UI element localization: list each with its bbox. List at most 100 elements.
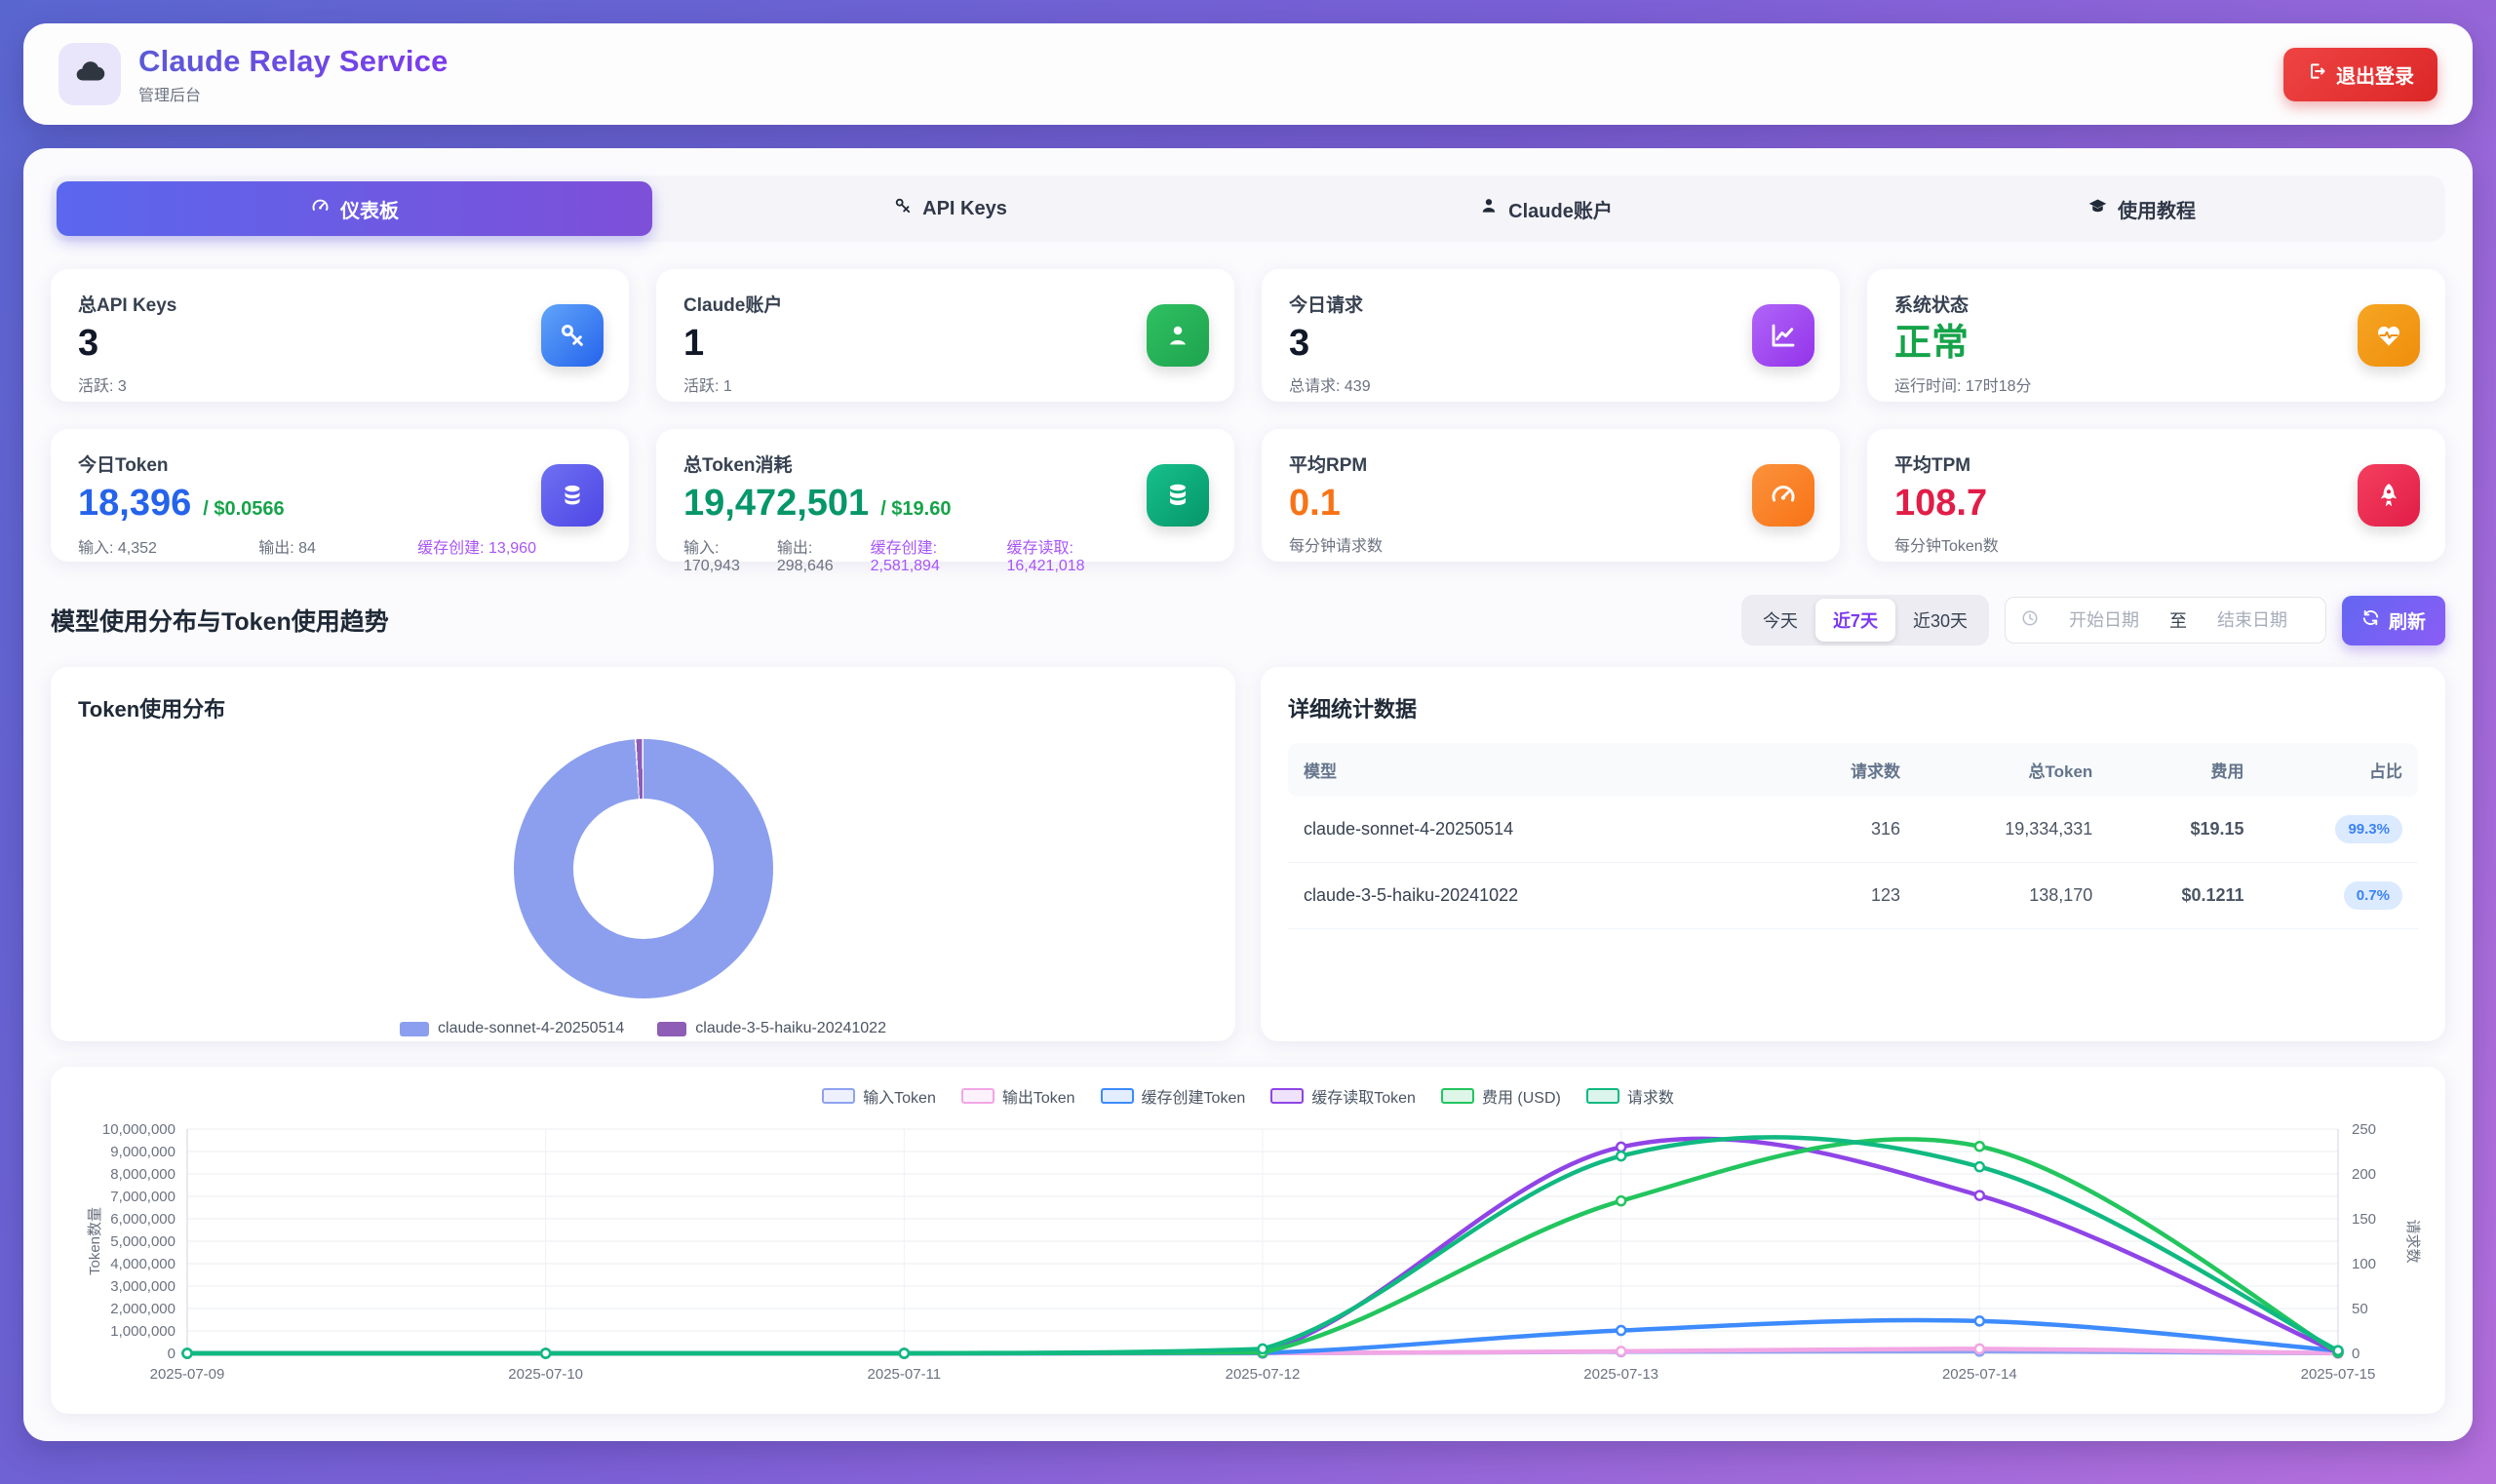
table-header-row: 模型 请求数 总Token 费用 占比 xyxy=(1288,743,2418,797)
stat-card-system-status: 系统状态 正常 运行时间: 17时18分 xyxy=(1867,269,2445,402)
page-title: Claude Relay Service xyxy=(138,43,448,78)
date-separator: 至 xyxy=(2168,611,2187,631)
stat-value: 108.7 xyxy=(1894,483,1988,524)
svg-text:0: 0 xyxy=(168,1346,176,1362)
stat-sub: 活跃: 1 xyxy=(683,377,732,395)
svg-text:2025-07-11: 2025-07-11 xyxy=(868,1366,942,1383)
tab-label: 使用教程 xyxy=(2118,200,2196,222)
cache-create-tokens: 缓存创建: 2,581,894 xyxy=(870,539,940,574)
input-tokens: 输入: 4,352 xyxy=(78,539,157,557)
svg-text:6,000,000: 6,000,000 xyxy=(110,1211,176,1228)
tab-tutorial[interactable]: 使用教程 xyxy=(1844,181,2439,236)
range-7days-button[interactable]: 近7天 xyxy=(1814,599,1895,642)
stat-label: 系统状态 xyxy=(1894,295,1970,316)
app-header: Claude Relay Service 管理后台 退出登录 xyxy=(23,23,2473,125)
stats-row-1: 总API Keys 3 活跃: 3 Claude账户 1 活跃: 1 今日请求 … xyxy=(51,269,2445,402)
cloud-logo xyxy=(58,43,121,105)
logout-label: 退出登录 xyxy=(2336,65,2414,88)
legend-item-requests[interactable]: 请求数 xyxy=(1585,1084,1674,1108)
stat-card-avg-rpm: 平均RPM 0.1 每分钟请求数 xyxy=(1262,429,1840,562)
date-range-picker[interactable]: 至 xyxy=(2004,597,2326,644)
main-panel: 仪表板 API Keys Claude账户 使用教程 xyxy=(23,148,2473,1441)
stat-cost: / $0.0566 xyxy=(203,498,285,520)
trend-legend: 输入Token 输出Token 缓存创建Token 缓存读取Token 费用 (… xyxy=(70,1084,2426,1108)
svg-text:50: 50 xyxy=(2352,1301,2368,1317)
legend-label: 输出Token xyxy=(1001,1090,1075,1107)
input-tokens: 输入: 170,943 xyxy=(683,539,740,574)
token-breakdown: 输入: 4,352 输出: 84 缓存创建: 13,960 xyxy=(78,534,536,558)
svg-text:1,000,000: 1,000,000 xyxy=(110,1323,176,1340)
svg-text:2025-07-15: 2025-07-15 xyxy=(2301,1366,2376,1383)
section-header: 模型使用分布与Token使用趋势 今天 近7天 近30天 至 xyxy=(51,595,2445,645)
legend-swatch xyxy=(657,1021,687,1036)
charts-row: Token使用分布 claude-sonnet-4-20250514 claud… xyxy=(51,667,2445,1041)
end-date-input[interactable] xyxy=(2194,609,2310,631)
col-total-tokens: 总Token xyxy=(1916,743,2109,797)
legend-item-sonnet[interactable]: claude-sonnet-4-20250514 xyxy=(400,1020,624,1037)
svg-text:Token数量: Token数量 xyxy=(87,1207,103,1275)
legend-item-cost[interactable]: 费用 (USD) xyxy=(1440,1084,1561,1108)
svg-text:9,000,000: 9,000,000 xyxy=(110,1144,176,1160)
model-name: claude-sonnet-4-20250514 xyxy=(1288,797,1785,863)
svg-text:0: 0 xyxy=(2352,1346,2360,1362)
stat-value: 3 xyxy=(1289,323,1310,364)
rocket-icon xyxy=(2358,464,2420,527)
graduation-cap-icon xyxy=(2087,196,2108,222)
tokens-value: 19,334,331 xyxy=(1916,797,2109,863)
stat-card-claude-accounts: Claude账户 1 活跃: 1 xyxy=(656,269,1234,402)
range-today-button[interactable]: 今天 xyxy=(1745,599,1815,642)
svg-text:2025-07-12: 2025-07-12 xyxy=(1226,1366,1301,1383)
legend-label: 输入Token xyxy=(863,1090,936,1107)
cost-value: $19.15 xyxy=(2108,797,2260,863)
share-badge: 0.7% xyxy=(2343,881,2402,910)
stat-label: 今日请求 xyxy=(1289,295,1364,316)
svg-text:2,000,000: 2,000,000 xyxy=(110,1301,176,1317)
legend-item-cache-create[interactable]: 缓存创建Token xyxy=(1100,1084,1245,1108)
stat-card-today-tokens: 今日Token 18,396 / $0.0566 输入: 4,352 输出: 8… xyxy=(51,429,629,562)
stat-sub: 总请求: 439 xyxy=(1289,377,1371,395)
svg-text:请求数: 请求数 xyxy=(2404,1219,2421,1263)
requests-value: 316 xyxy=(1784,797,1917,863)
stat-label: 平均TPM xyxy=(1894,455,1971,476)
svg-text:10,000,000: 10,000,000 xyxy=(102,1121,176,1138)
col-model: 模型 xyxy=(1288,743,1785,797)
cloud-icon xyxy=(73,56,106,94)
heart-pulse-icon xyxy=(2358,304,2420,367)
stat-label: 总API Keys xyxy=(78,295,177,316)
svg-text:2025-07-09: 2025-07-09 xyxy=(150,1366,225,1383)
logout-icon xyxy=(2307,61,2326,87)
coins-icon xyxy=(541,464,604,527)
stat-card-api-keys: 总API Keys 3 活跃: 3 xyxy=(51,269,629,402)
legend-swatch xyxy=(822,1088,856,1104)
refresh-label: 刷新 xyxy=(2388,611,2426,633)
svg-text:2025-07-13: 2025-07-13 xyxy=(1583,1366,1658,1383)
page-subtitle: 管理后台 xyxy=(138,87,202,104)
legend-swatch xyxy=(1440,1088,1474,1104)
legend-item-cache-read[interactable]: 缓存读取Token xyxy=(1270,1084,1416,1108)
legend-swatch xyxy=(1100,1088,1134,1104)
logout-button[interactable]: 退出登录 xyxy=(2283,47,2438,101)
donut-chart xyxy=(513,739,773,998)
stat-label: Claude账户 xyxy=(683,295,783,316)
chart-line-icon xyxy=(1752,304,1814,367)
legend-label: 请求数 xyxy=(1626,1090,1674,1107)
uptime-text: 运行时间: 17时18分 xyxy=(1894,377,2032,395)
cache-create-tokens: 缓存创建: 13,960 xyxy=(417,539,536,557)
tab-api-keys[interactable]: API Keys xyxy=(652,181,1248,236)
legend-item-input-tokens[interactable]: 输入Token xyxy=(822,1084,936,1108)
stat-value: 18,396 xyxy=(78,483,192,524)
legend-item-haiku[interactable]: claude-3-5-haiku-20241022 xyxy=(657,1020,886,1037)
detailed-stats-panel: 详细统计数据 模型 请求数 总Token 费用 占比 claude-s xyxy=(1261,667,2445,1041)
tab-claude-accounts[interactable]: Claude账户 xyxy=(1248,181,1844,236)
panel-title: 详细统计数据 xyxy=(1288,697,1418,722)
svg-text:250: 250 xyxy=(2352,1121,2376,1138)
legend-swatch xyxy=(960,1088,994,1104)
legend-item-output-tokens[interactable]: 输出Token xyxy=(960,1084,1075,1108)
legend-label: 缓存读取Token xyxy=(1311,1090,1416,1107)
start-date-input[interactable] xyxy=(2046,609,2162,631)
token-breakdown: 输入: 170,943 输出: 298,646 缓存创建: 2,581,894 … xyxy=(683,534,1151,575)
range-30days-button[interactable]: 近30天 xyxy=(1895,599,1985,642)
gauge-icon xyxy=(310,196,331,222)
tab-dashboard[interactable]: 仪表板 xyxy=(57,181,652,236)
refresh-button[interactable]: 刷新 xyxy=(2341,595,2445,645)
